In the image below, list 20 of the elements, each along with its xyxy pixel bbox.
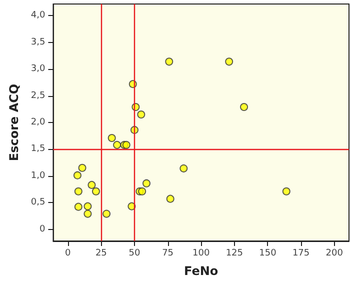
y-tick-label: 2,5 (30, 90, 46, 101)
y-tick-label: 1,0 (30, 170, 46, 181)
y-tick-label: 3,0 (30, 64, 46, 74)
y-tick-label: 0,5 (30, 198, 46, 208)
x-tick-label: 50 (128, 248, 140, 258)
x-tick-label: 100 (192, 248, 210, 258)
x-tick-label: 0 (65, 248, 71, 258)
y-tick-label: 4,0 (30, 10, 46, 21)
y-tick-label: 3,5 (30, 37, 46, 48)
x-tick-label: 25 (95, 248, 107, 258)
x-tick-label: 175 (292, 248, 310, 258)
y-tick-label: 2,0 (30, 118, 46, 128)
y-axis-title: Escore ACQ (7, 84, 21, 162)
x-axis-title: FeNo (184, 264, 218, 278)
x-tick-label: 125 (226, 248, 244, 258)
x-tick-label: 200 (326, 248, 344, 258)
y-tick-label: 1,5 (30, 144, 46, 154)
y-tick-label: 0 (39, 224, 46, 234)
x-tick-label: 75 (162, 248, 174, 258)
x-tick-label: 150 (259, 248, 277, 258)
